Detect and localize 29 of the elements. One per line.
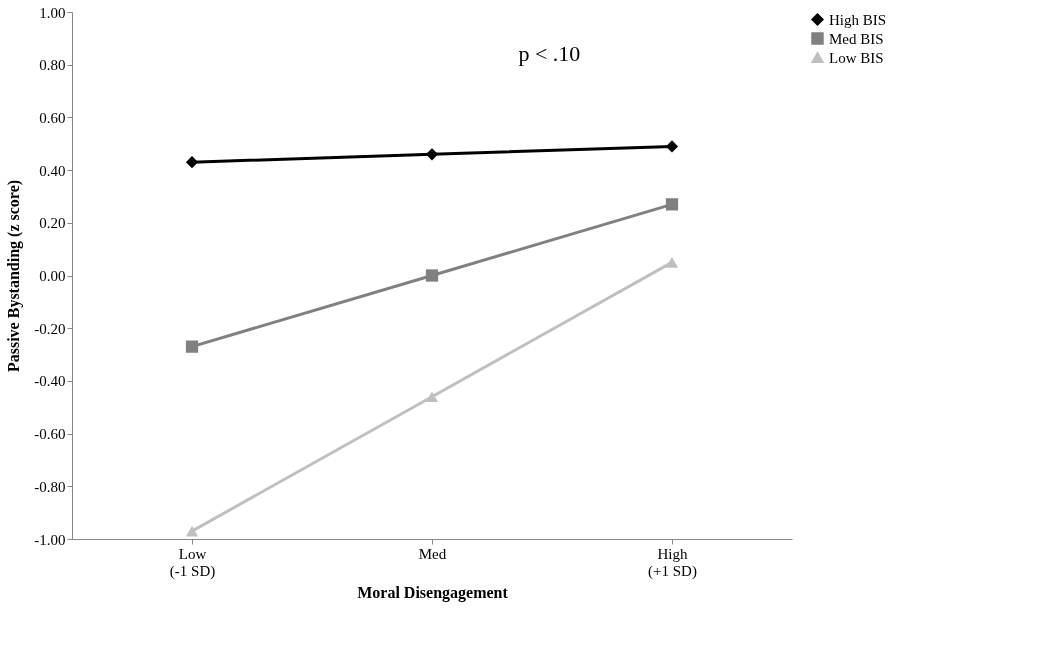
y-axis-title: Passive Bystanding (z score) [5, 179, 24, 373]
x-tick-label: Low (-1 SD) [169, 545, 216, 580]
point [665, 198, 679, 211]
point [185, 340, 199, 353]
y-tick-label: 0.80 [39, 57, 66, 74]
legend-label: Low BIS [829, 49, 884, 66]
y-tick-label: 0.40 [39, 162, 66, 179]
x-axis-title: Moral Disengagement [357, 583, 509, 602]
legend-label: High BIS [829, 11, 887, 28]
annotation: p < .10 [518, 41, 581, 67]
point [425, 148, 439, 161]
point [185, 525, 199, 537]
point [665, 257, 679, 268]
point [665, 140, 679, 153]
point [425, 391, 439, 403]
y-tick-label: -0.60 [34, 426, 66, 443]
y-tick-label: 0.00 [39, 268, 66, 284]
legend-label: Med BIS [829, 30, 884, 47]
y-tick-label: -1.00 [34, 531, 66, 548]
y-tick-label: 0.20 [39, 215, 66, 232]
y-tick-label: 0.60 [39, 109, 66, 126]
x-tick-label: High (+1 SD) [648, 545, 697, 580]
y-tick-label: 1.00 [39, 4, 66, 21]
x-tick-label: Med [418, 545, 447, 562]
point [185, 156, 199, 169]
y-tick-label: -0.20 [34, 320, 66, 337]
y-tick-label: -0.80 [34, 478, 66, 495]
point [425, 269, 439, 282]
y-tick-label: -0.40 [34, 373, 66, 390]
